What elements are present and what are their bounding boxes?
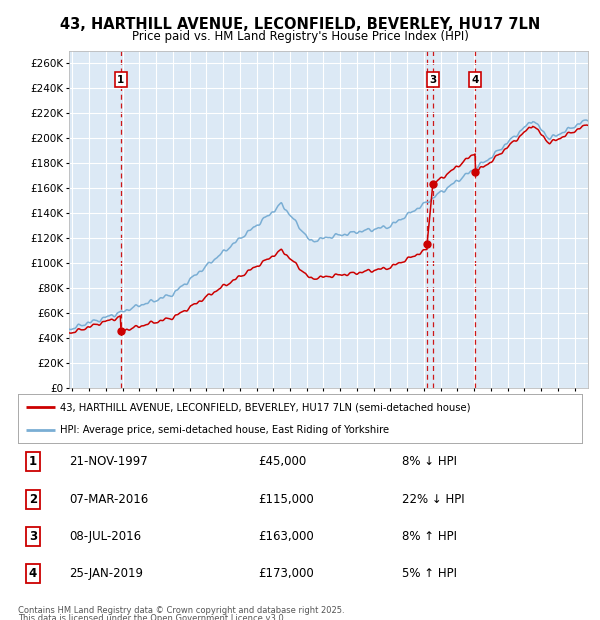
Text: This data is licensed under the Open Government Licence v3.0.: This data is licensed under the Open Gov… bbox=[18, 614, 286, 620]
Text: 2: 2 bbox=[29, 493, 37, 505]
Text: 5% ↑ HPI: 5% ↑ HPI bbox=[402, 567, 457, 580]
Text: 3: 3 bbox=[29, 530, 37, 542]
Text: £163,000: £163,000 bbox=[258, 530, 314, 542]
Text: 07-MAR-2016: 07-MAR-2016 bbox=[69, 493, 148, 505]
Text: 22% ↓ HPI: 22% ↓ HPI bbox=[402, 493, 464, 505]
Text: 4: 4 bbox=[472, 74, 479, 84]
Text: 08-JUL-2016: 08-JUL-2016 bbox=[69, 530, 141, 542]
Text: Price paid vs. HM Land Registry's House Price Index (HPI): Price paid vs. HM Land Registry's House … bbox=[131, 30, 469, 43]
Text: 21-NOV-1997: 21-NOV-1997 bbox=[69, 456, 148, 468]
Text: £45,000: £45,000 bbox=[258, 456, 306, 468]
Text: £173,000: £173,000 bbox=[258, 567, 314, 580]
Text: 4: 4 bbox=[29, 567, 37, 580]
Text: 25-JAN-2019: 25-JAN-2019 bbox=[69, 567, 143, 580]
Text: 43, HARTHILL AVENUE, LECONFIELD, BEVERLEY, HU17 7LN: 43, HARTHILL AVENUE, LECONFIELD, BEVERLE… bbox=[60, 17, 540, 32]
Text: 1: 1 bbox=[117, 74, 124, 84]
Text: 8% ↓ HPI: 8% ↓ HPI bbox=[402, 456, 457, 468]
Text: HPI: Average price, semi-detached house, East Riding of Yorkshire: HPI: Average price, semi-detached house,… bbox=[60, 425, 389, 435]
Text: 1: 1 bbox=[29, 456, 37, 468]
Text: 43, HARTHILL AVENUE, LECONFIELD, BEVERLEY, HU17 7LN (semi-detached house): 43, HARTHILL AVENUE, LECONFIELD, BEVERLE… bbox=[60, 402, 471, 412]
Text: £115,000: £115,000 bbox=[258, 493, 314, 505]
Text: 8% ↑ HPI: 8% ↑ HPI bbox=[402, 530, 457, 542]
Text: Contains HM Land Registry data © Crown copyright and database right 2025.: Contains HM Land Registry data © Crown c… bbox=[18, 606, 344, 616]
Text: 3: 3 bbox=[429, 74, 436, 84]
